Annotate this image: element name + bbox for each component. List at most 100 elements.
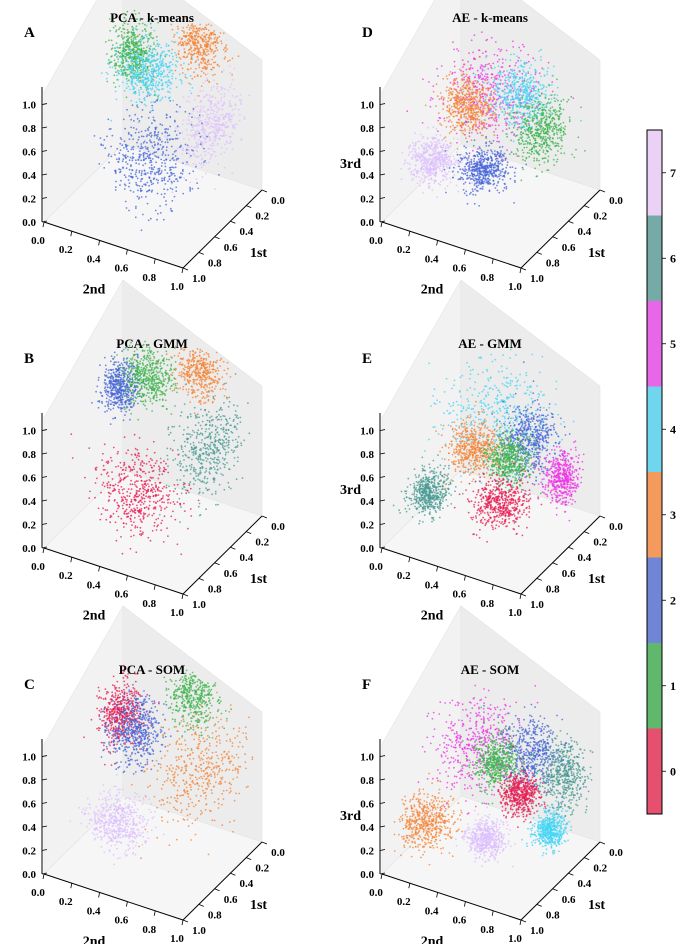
point-cluster-3 — [190, 67, 192, 70]
point-cluster-4 — [140, 75, 142, 78]
point-cluster-2 — [122, 419, 125, 422]
point-cluster-3 — [208, 355, 210, 358]
point-cluster-6 — [201, 467, 204, 470]
point-cluster-2 — [110, 145, 112, 148]
point-cluster-6 — [187, 433, 190, 435]
point-cluster-4 — [132, 55, 134, 58]
point-cluster-3 — [216, 64, 219, 66]
point-cluster-2 — [119, 364, 121, 366]
point-cluster-0 — [165, 494, 168, 497]
point-cluster-4 — [114, 47, 116, 49]
point-cluster-4 — [124, 66, 126, 68]
point-cluster-2 — [154, 143, 156, 146]
point-cluster-1 — [168, 376, 171, 379]
point-cluster-2 — [146, 155, 149, 158]
point-cluster-2 — [140, 196, 143, 198]
point-cluster-3 — [216, 42, 219, 44]
y-tick — [153, 584, 156, 590]
point-cluster-1 — [140, 377, 143, 379]
point-cluster-6 — [223, 382, 226, 385]
point-cluster-2 — [160, 165, 163, 167]
point-cluster-3 — [219, 388, 222, 391]
point-cluster-2 — [121, 403, 124, 406]
point-cluster-2 — [127, 394, 130, 397]
point-cluster-7 — [220, 153, 223, 155]
point-cluster-0 — [168, 494, 171, 496]
point-cluster-4 — [168, 97, 171, 100]
point-cluster-3 — [213, 56, 216, 58]
point-cluster-2 — [136, 195, 139, 198]
point-cluster-1 — [133, 386, 136, 389]
point-cluster-3 — [202, 57, 205, 60]
point-cluster-1 — [163, 357, 165, 360]
point-cluster-7 — [200, 119, 203, 122]
point-cluster-1 — [126, 346, 129, 348]
point-cluster-7 — [213, 136, 216, 139]
point-cluster-7 — [211, 131, 213, 134]
x-tick-label: 0.0 — [271, 521, 285, 533]
point-cluster-3 — [220, 42, 223, 45]
point-cluster-6 — [200, 462, 203, 464]
point-cluster-1 — [122, 47, 125, 50]
point-cluster-2 — [107, 118, 110, 121]
point-cluster-0 — [148, 485, 150, 488]
point-cluster-4 — [124, 43, 127, 45]
point-cluster-1 — [153, 43, 155, 45]
point-cluster-1 — [155, 384, 158, 386]
point-cluster-3 — [191, 77, 194, 80]
point-cluster-6 — [189, 443, 192, 445]
point-cluster-7 — [219, 127, 222, 129]
z-tick-label: 0.2 — [22, 194, 36, 206]
point-cluster-2 — [113, 398, 115, 401]
point-cluster-2 — [158, 148, 160, 151]
point-cluster-2 — [138, 171, 141, 174]
point-cluster-4 — [137, 46, 139, 49]
point-cluster-2 — [119, 137, 122, 139]
point-cluster-2 — [105, 393, 108, 396]
point-cluster-6 — [232, 420, 235, 422]
point-cluster-6 — [198, 487, 201, 490]
point-cluster-2 — [151, 104, 154, 107]
point-cluster-6 — [182, 455, 184, 457]
point-cluster-0 — [123, 472, 126, 475]
x-tick-label: 0.8 — [208, 583, 222, 595]
point-cluster-3 — [206, 369, 209, 372]
point-cluster-0 — [145, 484, 148, 487]
point-cluster-6 — [213, 481, 215, 483]
point-cluster-1 — [142, 47, 145, 50]
point-cluster-1 — [128, 43, 131, 45]
point-cluster-7 — [203, 106, 206, 108]
point-cluster-7 — [188, 123, 191, 125]
point-cluster-1 — [140, 387, 143, 390]
point-cluster-1 — [126, 10, 129, 13]
point-cluster-3 — [196, 30, 199, 33]
point-cluster-0 — [122, 507, 124, 510]
point-cluster-4 — [142, 68, 144, 71]
point-cluster-2 — [126, 144, 129, 147]
point-cluster-2 — [140, 115, 143, 118]
point-cluster-1 — [120, 34, 123, 36]
point-cluster-7 — [220, 128, 222, 131]
point-cluster-2 — [103, 387, 106, 390]
point-cluster-1 — [140, 379, 143, 381]
point-cluster-0 — [148, 471, 151, 474]
point-cluster-1 — [114, 86, 117, 88]
point-cluster-6 — [176, 463, 179, 466]
point-cluster-3 — [207, 29, 210, 32]
point-cluster-0 — [129, 510, 132, 513]
point-cluster-7 — [186, 123, 189, 125]
point-cluster-2 — [134, 131, 137, 134]
point-cluster-2 — [132, 138, 135, 141]
point-cluster-6 — [212, 397, 215, 400]
point-cluster-6 — [183, 459, 185, 461]
point-cluster-2 — [162, 218, 165, 221]
point-cluster-6 — [206, 443, 209, 446]
point-cluster-0 — [112, 489, 115, 492]
point-cluster-6 — [236, 441, 239, 444]
point-cluster-7 — [192, 110, 195, 113]
point-cluster-4 — [171, 77, 174, 80]
point-cluster-7 — [217, 102, 220, 105]
point-cluster-2 — [164, 183, 167, 185]
point-cluster-4 — [145, 58, 148, 61]
point-cluster-7 — [182, 96, 185, 98]
